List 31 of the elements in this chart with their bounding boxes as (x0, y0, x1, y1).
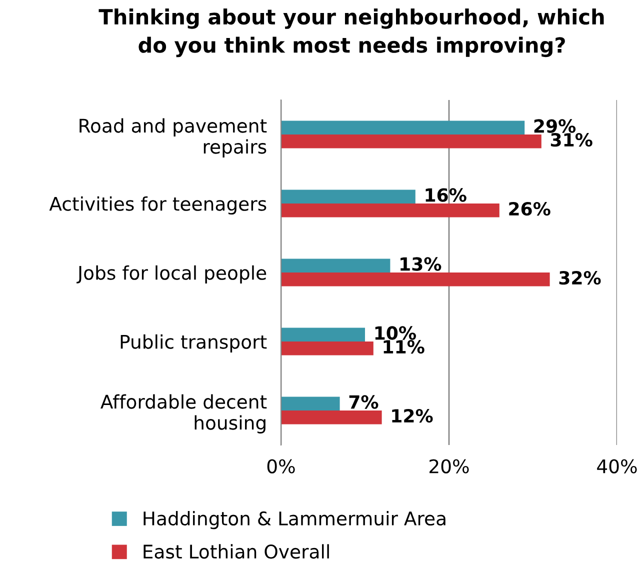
y-tick-label: Public transport (120, 334, 267, 353)
chart-title: Thinking about your neighbourhood, which do you think most needs improving? (98, 8, 604, 58)
data-label: 12% (392, 408, 433, 423)
x-tick-label: 0% (267, 459, 295, 474)
bar (281, 258, 390, 272)
bar (281, 120, 525, 134)
data-label: 26% (509, 202, 550, 216)
y-tick-label: Affordable decent housing (100, 394, 267, 434)
bar (281, 272, 550, 286)
x-tick-label: 40% (597, 459, 637, 474)
legend-label: East Lothian Overall (144, 544, 329, 559)
data-label: 10% (375, 326, 416, 340)
data-label: 32% (559, 270, 601, 285)
bar (281, 342, 374, 356)
bar (281, 328, 365, 342)
y-tick-label: Jobs for local people (76, 265, 266, 284)
bar (281, 204, 500, 218)
bar (281, 190, 416, 204)
legend-label: Haddington & Lammermuir Area (144, 511, 446, 530)
data-label: 7% (349, 395, 378, 409)
y-tick-label: Road and pavement repairs (80, 118, 267, 158)
data-label: 11% (384, 340, 424, 354)
bar (281, 396, 340, 410)
data-label: 16% (426, 188, 466, 202)
data-label: 31% (550, 132, 592, 147)
bar (281, 410, 382, 424)
x-tick-label: 20% (430, 459, 469, 474)
y-tick-label: Activities for teenagers (49, 196, 266, 215)
bar (281, 134, 542, 148)
data-label: 29% (534, 119, 576, 133)
data-label: 13% (400, 257, 442, 271)
